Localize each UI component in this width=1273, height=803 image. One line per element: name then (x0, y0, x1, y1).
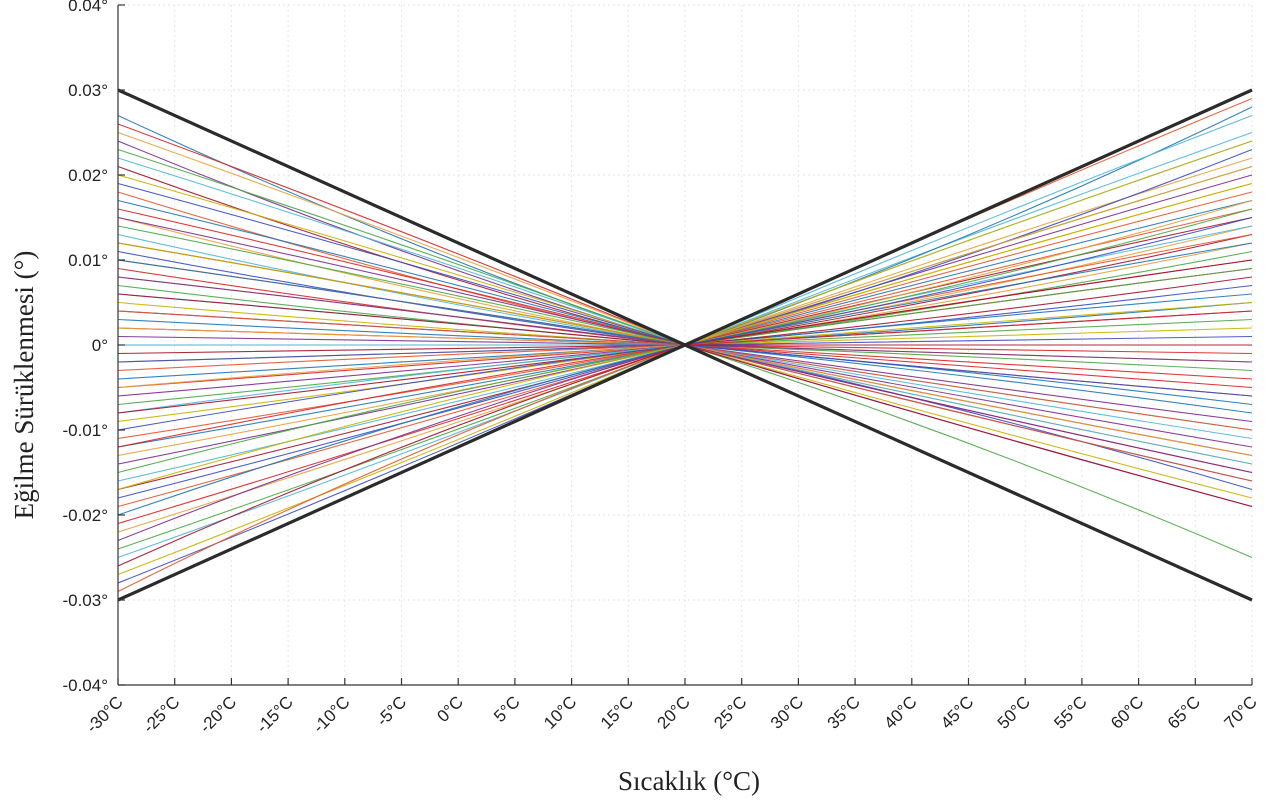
y-tick-label: -0.01° (62, 421, 108, 440)
x-tick-label: 10°C (540, 692, 580, 732)
x-tick-label: -15°C (253, 692, 297, 736)
x-tick-label: 5°C (490, 692, 524, 726)
y-tick-label: 0.02° (68, 166, 108, 185)
x-tick-label: 45°C (937, 692, 977, 732)
x-tick-label: 35°C (824, 692, 864, 732)
x-ticks: -30°C -25°C -20°C -15°C -10°C -5°C 0°C 5°C 10°C 1… (83, 678, 1261, 737)
y-tick-label: -0.04° (62, 676, 108, 695)
x-tick-label: 70°C (1221, 692, 1261, 732)
y-tick-label: 0.01° (68, 251, 108, 270)
x-axis-title: Sıcaklık (°C) (618, 766, 760, 796)
x-tick-label: 0°C (433, 692, 467, 726)
x-tick-label: 15°C (597, 692, 637, 732)
y-tick-label: 0.04° (68, 0, 108, 15)
x-tick-label: -25°C (139, 692, 183, 736)
y-tick-label: -0.02° (62, 506, 108, 525)
y-tick-label: 0° (92, 336, 108, 355)
x-tick-label: 50°C (994, 692, 1034, 732)
y-axis-title: Eğilme Sürüklenmesi (°) (9, 251, 39, 520)
y-tick-label: -0.03° (62, 591, 108, 610)
x-tick-label: 25°C (710, 692, 750, 732)
x-tick-label: 55°C (1050, 692, 1090, 732)
x-tick-label: -5°C (373, 692, 411, 730)
drift-curve (117, 131, 1253, 346)
y-tick-label: 0.03° (68, 81, 108, 100)
x-tick-label: -10°C (309, 692, 353, 736)
x-tick-label: 60°C (1107, 692, 1147, 732)
x-tick-label: -30°C (83, 692, 127, 736)
x-tick-label: 65°C (1164, 692, 1204, 732)
x-tick-label: -20°C (196, 692, 240, 736)
x-tick-label: 40°C (880, 692, 920, 732)
drift-curve (117, 335, 1253, 423)
envelope-lines (117, 88, 1253, 602)
x-tick-label: 20°C (654, 692, 694, 732)
lower-envelope-line (117, 343, 1253, 602)
y-ticks: -0.04° -0.03° -0.02° -0.01° 0° 0.01° 0.02° 0.03… (62, 0, 125, 695)
x-tick-label: 30°C (767, 692, 807, 732)
